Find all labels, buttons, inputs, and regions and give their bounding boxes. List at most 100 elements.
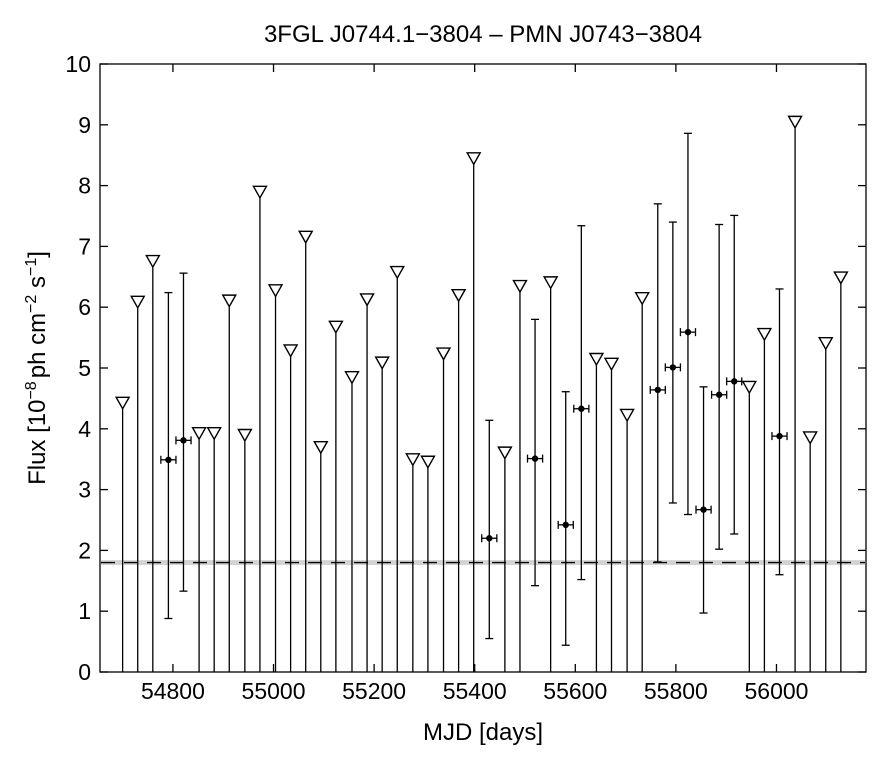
upper-limit-point [450,288,467,672]
upper-limit-point [603,357,620,672]
detection-point [679,132,697,516]
detection-point [695,386,712,614]
upper-limit-marker [588,352,605,367]
detection-marker [669,364,677,371]
y-tick-label: 0 [78,659,91,685]
plot-area-frame [99,63,867,673]
upper-limit-marker [756,327,773,342]
detection-point [526,318,544,587]
detection-point [649,203,666,563]
y-tick-label: 4 [78,416,91,442]
upper-limit-point [420,455,436,672]
upper-limit-point [405,453,421,672]
upper-limit-marker [818,336,834,351]
upper-limit-marker [542,276,559,290]
upper-limit-marker [420,455,436,470]
upper-limit-point [130,295,146,672]
upper-limit-marker [603,357,620,372]
upper-limit-point [542,276,559,672]
upper-limit-point [328,320,344,672]
x-tick-label: 56000 [744,678,808,704]
detection-marker [562,521,569,529]
detection-point [710,223,728,550]
upper-limit-marker [221,294,237,309]
detection-marker [684,328,692,336]
detection-point [664,221,682,504]
detection-marker [715,391,723,398]
y-axis-label-prefix: Flux [10 [24,400,51,485]
upper-limit-marker [282,344,299,358]
upper-limit-marker [298,230,314,245]
upper-limit-marker [191,426,207,441]
upper-limit-point [237,428,253,672]
y-tick-label: 5 [78,355,91,381]
upper-limit-marker [450,288,467,303]
upper-limit-point [191,426,207,672]
upper-limit-point [787,115,803,672]
upper-limit-marker [145,254,161,269]
x-tick-label: 55800 [644,678,708,704]
upper-limit-point [221,294,237,672]
upper-limit-point [359,293,375,672]
upper-limit-marker [405,453,421,467]
upper-limit-point [313,440,329,672]
y-tick-label: 8 [78,173,91,199]
upper-limit-marker [802,431,818,445]
upper-limit-marker [619,408,635,423]
upper-limit-marker [313,440,329,455]
upper-limit-point [588,352,605,672]
y-axis-label-mid2: s [24,276,51,295]
detection-marker [165,456,172,464]
upper-limit-point [114,396,131,672]
x-tick-label: 55600 [543,678,607,704]
upper-limit-marker [114,396,131,411]
upper-limit-marker [741,380,758,395]
upper-limit-marker [389,265,405,280]
detection-marker [531,455,539,462]
y-axis-label-exp2: −2 [23,295,40,313]
y-tick-label: 9 [78,112,91,138]
upper-limit-marker [206,426,222,441]
x-tick-label: 54800 [141,678,205,704]
upper-limit-marker [787,115,803,130]
detection-marker [654,386,661,394]
y-axis-label-suffix: ] [24,251,51,258]
upper-limit-marker [435,347,452,361]
y-axis-label-mid: ph cm [24,313,51,378]
upper-limit-point [634,291,650,672]
upper-limit-marker [130,295,146,310]
upper-limit-point [756,327,773,672]
y-tick-label: 10 [65,51,91,77]
upper-limit-point [252,185,268,672]
detection-point [160,291,177,620]
upper-limit-point [741,380,758,672]
y-tick-label: 2 [78,537,91,563]
y-axis-label: Flux [10−8 ph cm−2 s−1] [23,251,51,485]
upper-limit-point [802,431,818,672]
upper-limit-point [818,336,834,672]
upper-limit-marker [833,271,849,285]
upper-limit-marker [252,185,268,200]
upper-limit-point [374,356,390,672]
upper-limit-marker [359,293,375,307]
upper-limit-point [619,408,635,672]
detection-point [481,419,498,640]
x-tick-label: 55200 [342,678,406,704]
upper-limit-point [512,279,528,672]
upper-limit-point [298,230,314,672]
upper-limit-marker [374,356,390,371]
upper-limit-point [145,254,161,672]
detection-marker [578,405,585,412]
upper-limit-marker [512,279,528,294]
upper-limit-marker [634,291,650,306]
upper-limit-point [282,344,299,672]
detection-point [573,225,590,581]
upper-limit-marker [465,152,482,166]
x-tick-label: 55000 [242,678,306,704]
upper-limit-point [267,284,284,672]
x-tick-label: 55400 [443,678,507,704]
detection-point [726,214,743,535]
upper-limit-marker [328,320,344,335]
detection-marker [776,432,783,440]
upper-limit-marker [497,446,513,461]
